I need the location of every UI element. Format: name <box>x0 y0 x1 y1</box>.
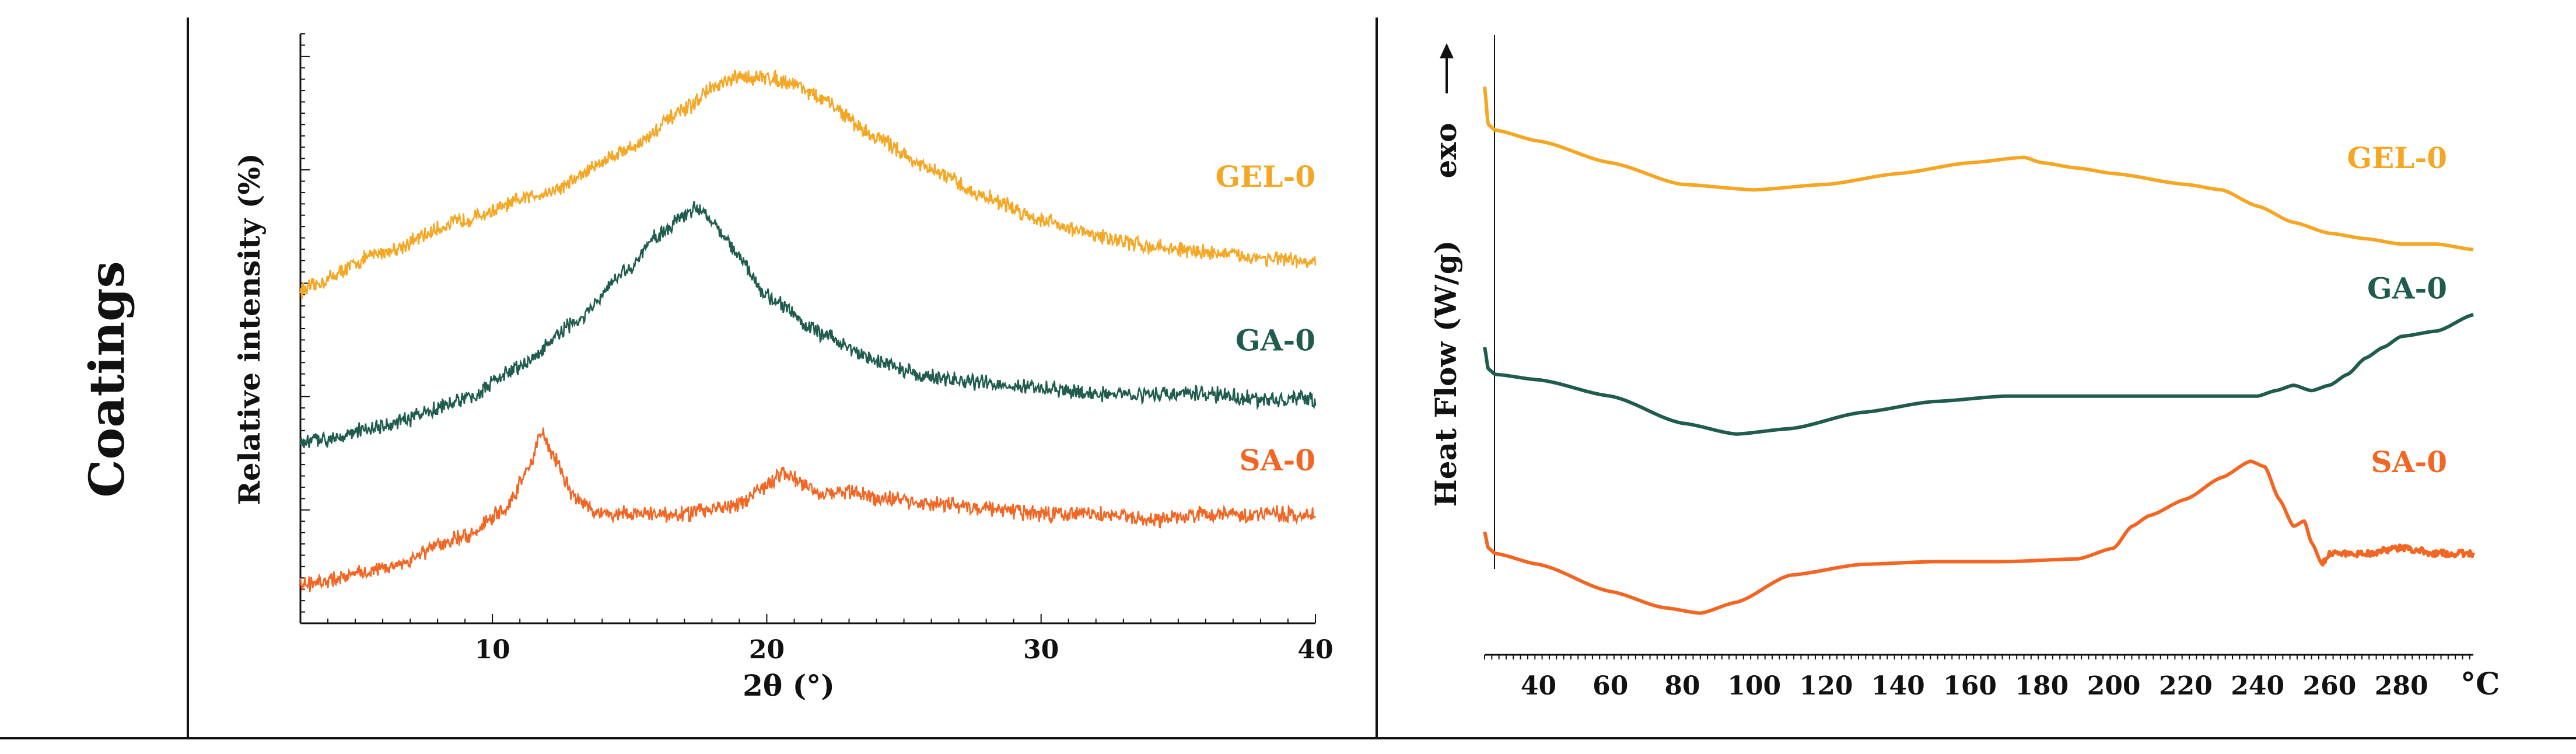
dsc-x-tick-label: 260 <box>2303 671 2357 701</box>
xrd-x-axis-title: 2θ (°) <box>743 668 835 703</box>
dsc-x-tick-label: 220 <box>2159 671 2213 701</box>
xrd-series-label-sa-0: SA-0 <box>1240 443 1315 477</box>
dsc-x-tick-label: 80 <box>1664 671 1700 701</box>
dsc-series: GEL-0 GA-0 SA-0 <box>1483 86 2475 615</box>
dsc-x-tick-label: 140 <box>1871 671 1925 701</box>
xrd-series-line-ga-0 <box>299 201 1317 448</box>
xrd-y-axis-title: Relative intensity (%) <box>232 153 267 505</box>
dsc-x-tick-label: 240 <box>2231 671 2284 701</box>
dsc-x-tick-label: 160 <box>1943 671 1997 701</box>
dsc-x-tick-label: 100 <box>1727 671 1781 701</box>
xrd-x-tick-label: 40 <box>1297 635 1333 665</box>
dsc-x-tick-label: 280 <box>2375 671 2428 701</box>
xrd-series: GEL-0 GA-0 SA-0 <box>299 69 1317 592</box>
xrd-x-tick-label: 30 <box>1023 635 1059 665</box>
xrd-x-tick-label: 10 <box>475 635 510 665</box>
row-label: Coatings <box>79 261 135 497</box>
xrd-axes: 10 20 30 40 <box>299 33 1334 665</box>
dsc-x-tick-label: 200 <box>2087 671 2141 701</box>
dsc-x-axis-unit: °C <box>2460 666 2500 702</box>
dsc-series-label-sa-0: SA-0 <box>2371 445 2447 479</box>
dsc-series-line-ga-0 <box>1483 313 2474 436</box>
xrd-series-label-ga-0: GA-0 <box>1236 323 1315 357</box>
xrd-chart: 10 20 30 40 GEL-0 GA-0 SA-0 2θ (°) Relative i… <box>232 33 1334 703</box>
dsc-axes: 40 60 80 100 120 140 160 180 200 220 240 260 280 <box>1484 35 2473 701</box>
dsc-x-tick-label: 120 <box>1800 671 1853 701</box>
xrd-series-label-gel-0: GEL-0 <box>1215 159 1315 194</box>
dsc-chart: 40 60 80 100 120 140 160 180 200 220 240 260 280 GEL… <box>1429 35 2500 702</box>
dsc-series-line-sa-0 <box>1483 459 2475 615</box>
dsc-x-tick-label: 180 <box>2015 671 2068 701</box>
dsc-series-line-gel-0 <box>1483 86 2474 252</box>
dsc-series-label-gel-0: GEL-0 <box>2347 141 2447 175</box>
exo-label: exo <box>1429 123 1463 179</box>
dsc-series-label-ga-0: GA-0 <box>2367 271 2447 305</box>
xrd-x-tick-label: 20 <box>749 635 785 665</box>
dsc-y-axis-title: Heat Flow (W/g) <box>1429 240 1463 507</box>
xrd-series-line-sa-0 <box>299 427 1317 592</box>
dsc-x-tick-label: 60 <box>1592 671 1628 701</box>
exo-arrow-icon <box>1440 43 1454 93</box>
dsc-x-tick-label: 40 <box>1521 671 1556 701</box>
xrd-series-line-gel-0 <box>299 69 1317 299</box>
